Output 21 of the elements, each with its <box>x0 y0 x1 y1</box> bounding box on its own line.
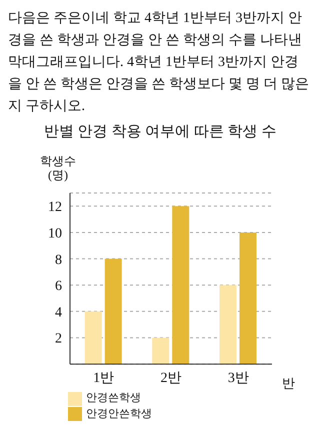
y-tick-label: 12 <box>48 200 62 216</box>
y-tick-label: 6 <box>55 279 62 294</box>
bar <box>152 338 170 364</box>
x-axis-title: 반 <box>282 376 295 391</box>
bar <box>219 285 236 364</box>
legend-label: 안경쓴학생 <box>86 392 141 404</box>
y-tick-label: 8 <box>55 252 62 268</box>
bar <box>104 258 122 364</box>
bar <box>239 232 256 364</box>
y-tick-label: 4 <box>55 305 62 320</box>
text: 다음은 주은이네 학교 4학년 1반부터 3반까지 안경을 쓴 학생과 안경을 안 쓴 학생의 수를 나타낸 막대그래프입니다. 4학년 1반부터 3반까지 안경을 안 쓴 학생은 안경을 쓴 학생보다 몇 명 더 많은지 구하시오. <box>8 10 310 116</box>
y-tick-label: 10 <box>48 226 62 242</box>
bar <box>84 311 102 364</box>
x-tick-label: 1반 <box>93 371 114 386</box>
legend-label: 안경안쓴학생 <box>86 408 152 420</box>
chart-title: 반별 안경 착용 여부에 따른 학생 수 <box>42 123 278 141</box>
y-axis-title: 학생수 (명) <box>40 154 76 182</box>
x-tick-label: 3반 <box>228 371 249 386</box>
bar <box>172 206 190 364</box>
y-tick-label: 2 <box>55 332 62 347</box>
x-tick-label: 2반 <box>160 371 182 386</box>
